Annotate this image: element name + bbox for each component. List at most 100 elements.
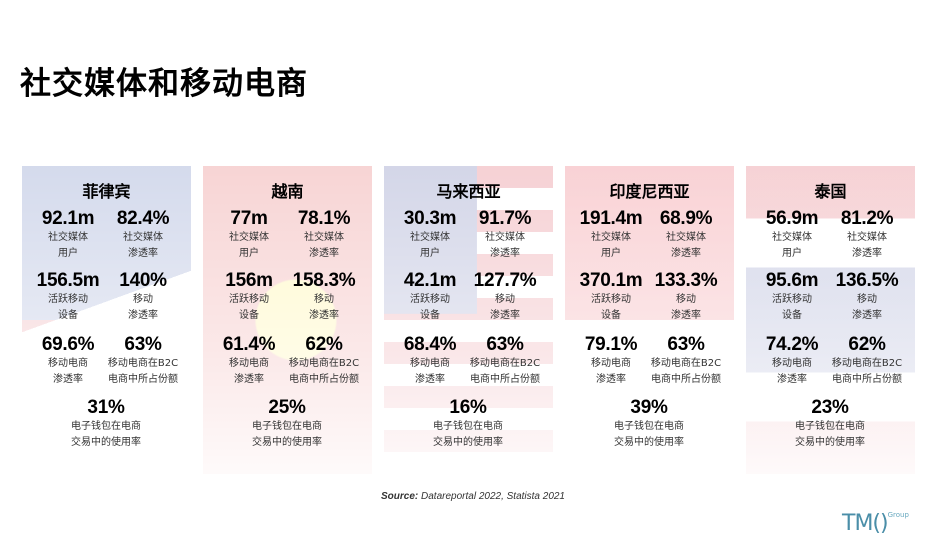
stat-label: 移动电商在B2C 电商中所占份额 (288, 358, 360, 385)
card-overlay (384, 166, 553, 474)
stat-item: 63% 移动电商在B2C 电商中所占份额 (101, 334, 185, 387)
stat-item: 63% 移动电商在B2C 电商中所占份额 (463, 334, 547, 387)
stat-label: 社交媒体 渗透率 (123, 232, 163, 259)
stat-item: 25% 电子钱包在电商 交易中的使用率 (245, 397, 329, 450)
country-name: 泰国 (814, 182, 847, 201)
stat-value: 156m (225, 270, 273, 291)
stat-value: 23% (811, 397, 849, 418)
stat-value: 31% (87, 397, 125, 418)
stat-value: 91.7% (478, 208, 532, 229)
stat-value: 133.3% (654, 270, 718, 291)
stat-label: 移动电商 渗透率 (410, 358, 450, 385)
stat-label: 移动 渗透率 (671, 294, 701, 321)
stat-item: 158.3% 移动 渗透率 (282, 270, 366, 323)
card-overlay (22, 166, 191, 474)
stat-item: 370.1m 活跃移动 设备 (569, 270, 653, 323)
stat-item: 16% 电子钱包在电商 交易中的使用率 (426, 397, 510, 450)
stat-value: 370.1m (579, 270, 643, 291)
logo-sup: Group (887, 511, 909, 519)
country-name: 马来西亚 (436, 182, 501, 201)
country-name: 越南 (271, 182, 304, 201)
stat-item: 68.9% 社交媒体 渗透率 (644, 208, 728, 261)
stat-item: 136.5% 移动 渗透率 (825, 270, 909, 323)
stat-label: 移动电商 渗透率 (591, 358, 631, 385)
stat-label: 社交媒体 用户 (229, 232, 269, 259)
country-name: 印度尼西亚 (609, 182, 690, 201)
stat-value: 74.2% (765, 334, 819, 355)
country-card-indonesia: 印度尼西亚 191.4m 社交媒体 用户 68.9% 社交媒体 渗透率 370.… (565, 166, 734, 474)
stat-item: 156m 活跃移动 设备 (207, 270, 291, 323)
country-name: 菲律宾 (82, 182, 131, 201)
stat-value: 158.3% (292, 270, 356, 291)
stat-item: 63% 移动电商在B2C 电商中所占份额 (644, 334, 728, 387)
stat-value: 56.9m (765, 208, 819, 229)
stat-label: 移动电商 渗透率 (772, 358, 812, 385)
stat-label: 移动电商在B2C 电商中所占份额 (650, 358, 722, 385)
stat-label: 移动 渗透率 (128, 294, 158, 321)
stat-value: 78.1% (297, 208, 351, 229)
stat-label: 社交媒体 渗透率 (847, 232, 887, 259)
stat-value: 140% (119, 270, 167, 291)
stat-value: 69.6% (41, 334, 95, 355)
stat-label: 电子钱包在电商 交易中的使用率 (71, 421, 141, 448)
stat-item: 127.7% 移动 渗透率 (463, 270, 547, 323)
stat-value: 39% (630, 397, 668, 418)
stat-item: 62% 移动电商在B2C 电商中所占份额 (282, 334, 366, 387)
stat-value: 63% (486, 334, 524, 355)
card-overlay (565, 166, 734, 474)
country-card-malaysia: 马来西亚 30.3m 社交媒体 用户 91.7% 社交媒体 渗透率 42.1m … (384, 166, 553, 474)
stat-label: 社交媒体 渗透率 (304, 232, 344, 259)
stat-item: 31% 电子钱包在电商 交易中的使用率 (64, 397, 148, 450)
stat-item: 78.1% 社交媒体 渗透率 (282, 208, 366, 261)
stat-value: 92.1m (41, 208, 95, 229)
country-card-thailand: 泰国 56.9m 社交媒体 用户 81.2% 社交媒体 渗透率 95.6m 活跃… (746, 166, 915, 474)
source-label: Source: (381, 491, 419, 502)
source-note: Source: Datareportal 2022, Statista 2021 (381, 491, 565, 502)
stat-item: 79.1% 移动电商 渗透率 (569, 334, 653, 387)
stat-value: 191.4m (579, 208, 643, 229)
stat-label: 活跃移动 设备 (591, 294, 631, 321)
stat-item: 62% 移动电商在B2C 电商中所占份额 (825, 334, 909, 387)
stat-item: 42.1m 活跃移动 设备 (388, 270, 472, 323)
stat-item: 30.3m 社交媒体 用户 (388, 208, 472, 261)
stat-label: 社交媒体 用户 (591, 232, 631, 259)
stat-value: 156.5m (36, 270, 100, 291)
stat-value: 77m (230, 208, 268, 229)
stat-value: 95.6m (765, 270, 819, 291)
page-title: 社交媒体和移动电商 (20, 66, 308, 102)
stat-label: 移动 渗透率 (309, 294, 339, 321)
stat-value: 62% (848, 334, 886, 355)
stat-value: 68.9% (659, 208, 713, 229)
stat-label: 活跃移动 设备 (229, 294, 269, 321)
stat-label: 活跃移动 设备 (410, 294, 450, 321)
card-overlay (203, 166, 372, 474)
stat-item: 39% 电子钱包在电商 交易中的使用率 (607, 397, 691, 450)
card-overlay (746, 166, 915, 474)
stat-item: 95.6m 活跃移动 设备 (750, 270, 834, 323)
stat-label: 电子钱包在电商 交易中的使用率 (252, 421, 322, 448)
stat-item: 77m 社交媒体 用户 (207, 208, 291, 261)
stat-item: 82.4% 社交媒体 渗透率 (101, 208, 185, 261)
stat-label: 社交媒体 用户 (48, 232, 88, 259)
stat-item: 61.4% 移动电商 渗透率 (207, 334, 291, 387)
country-card-philippines: 菲律宾 92.1m 社交媒体 用户 82.4% 社交媒体 渗透率 156.5m … (22, 166, 191, 474)
stat-value: 62% (305, 334, 343, 355)
stat-label: 社交媒体 用户 (772, 232, 812, 259)
stat-value: 63% (124, 334, 162, 355)
stat-label: 移动电商在B2C 电商中所占份额 (831, 358, 903, 385)
logo-text: TM() (842, 511, 889, 536)
stat-label: 活跃移动 设备 (772, 294, 812, 321)
stat-label: 社交媒体 渗透率 (485, 232, 525, 259)
stat-value: 42.1m (403, 270, 457, 291)
stat-value: 16% (449, 397, 487, 418)
stat-label: 电子钱包在电商 交易中的使用率 (433, 421, 503, 448)
stat-value: 127.7% (473, 270, 537, 291)
stat-item: 74.2% 移动电商 渗透率 (750, 334, 834, 387)
stat-item: 92.1m 社交媒体 用户 (26, 208, 110, 261)
stat-label: 电子钱包在电商 交易中的使用率 (614, 421, 684, 448)
stat-value: 63% (667, 334, 705, 355)
stat-label: 社交媒体 渗透率 (666, 232, 706, 259)
stat-value: 81.2% (840, 208, 894, 229)
stat-value: 82.4% (116, 208, 170, 229)
stat-label: 移动电商 渗透率 (229, 358, 269, 385)
